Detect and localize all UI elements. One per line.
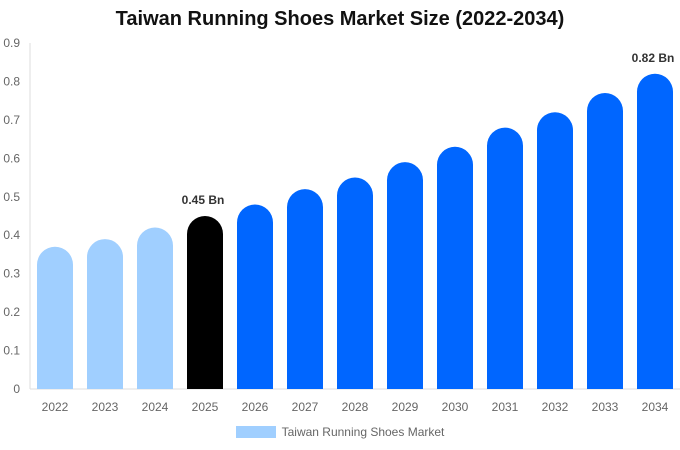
bar-2023 bbox=[87, 239, 123, 389]
x-tick-label: 2033 bbox=[592, 400, 619, 414]
bar-2030 bbox=[437, 146, 473, 389]
legend-label: Taiwan Running Shoes Market bbox=[281, 425, 445, 439]
y-tick-label: 0.9 bbox=[3, 36, 20, 50]
x-tick-label: 2032 bbox=[542, 400, 569, 414]
legend[interactable]: Taiwan Running Shoes Market bbox=[0, 425, 680, 439]
x-tick-label: 2030 bbox=[442, 400, 469, 414]
x-tick-label: 2024 bbox=[142, 400, 169, 414]
bar-2029 bbox=[387, 162, 423, 389]
x-tick-label: 2027 bbox=[292, 400, 319, 414]
x-tick-label: 2034 bbox=[642, 400, 669, 414]
y-tick-label: 0.1 bbox=[3, 344, 20, 358]
bar-2026 bbox=[237, 204, 273, 389]
y-tick-label: 0.7 bbox=[3, 113, 20, 127]
y-tick-label: 0.6 bbox=[3, 151, 20, 165]
bar-2033 bbox=[587, 92, 623, 389]
y-tick-label: 0.4 bbox=[3, 228, 20, 242]
y-tick-label: 0.8 bbox=[3, 74, 20, 88]
bar-2025 bbox=[187, 216, 223, 389]
y-tick-label: 0.3 bbox=[3, 267, 20, 281]
x-tick-label: 2029 bbox=[392, 400, 419, 414]
bar-2028 bbox=[337, 177, 373, 389]
bar-2024 bbox=[137, 227, 173, 389]
bar-2027 bbox=[287, 189, 323, 389]
chart-title: Taiwan Running Shoes Market Size (2022-2… bbox=[115, 8, 565, 30]
y-tick-label: 0.5 bbox=[3, 190, 20, 204]
bar-2031 bbox=[487, 127, 523, 390]
bar-2034 bbox=[637, 73, 673, 389]
data-label: 0.82 Bn bbox=[632, 51, 675, 65]
legend-swatch bbox=[235, 426, 276, 438]
x-tick-label: 2031 bbox=[492, 400, 519, 414]
y-tick-label: 0.2 bbox=[3, 305, 20, 319]
data-label: 0.45 Bn bbox=[182, 193, 225, 207]
x-tick-label: 2026 bbox=[242, 400, 269, 414]
bar-2032 bbox=[537, 112, 573, 389]
x-tick-label: 2025 bbox=[192, 400, 219, 414]
x-tick-label: 2022 bbox=[42, 400, 69, 414]
x-tick-label: 2028 bbox=[342, 400, 369, 414]
bar-2022 bbox=[37, 246, 73, 389]
y-tick-label: 0 bbox=[13, 382, 20, 396]
x-tick-label: 2023 bbox=[92, 400, 119, 414]
